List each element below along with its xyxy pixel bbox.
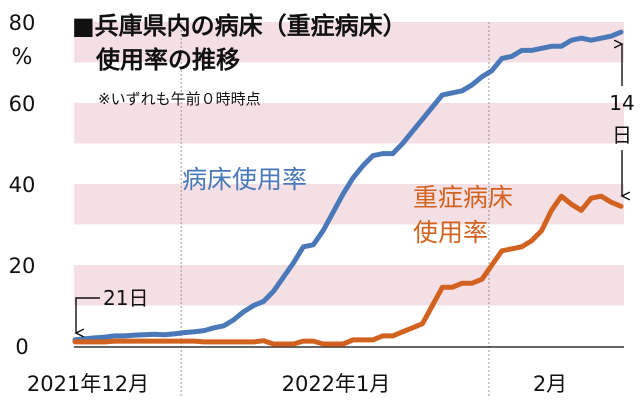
x-month-label: 2021年12月 bbox=[27, 372, 149, 396]
background-bands bbox=[74, 22, 624, 306]
chart-title-line2: 使用率の推移 bbox=[95, 46, 240, 74]
y-axis: 0 20 40 60 80 bbox=[9, 11, 36, 359]
x-month-label: 2022年1月 bbox=[282, 372, 391, 396]
annotations: 21日 14 日 bbox=[74, 39, 635, 338]
bed-usage-label: 病床使用率 bbox=[182, 165, 307, 194]
x-axis: 2021年12月 2022年1月 2月 bbox=[27, 372, 567, 396]
y-tick-label: 20 bbox=[9, 254, 36, 278]
annotation-start-date: 21日 bbox=[103, 286, 148, 310]
y-tick-label: 40 bbox=[9, 173, 36, 197]
chart-title: ■兵庫県内の病床（重症病床） bbox=[72, 12, 407, 40]
y-tick-label: 80 bbox=[9, 11, 36, 35]
y-tick-label: 0 bbox=[15, 335, 28, 359]
annotation-end-date: 14 bbox=[609, 91, 634, 115]
background-band bbox=[74, 184, 624, 225]
background-band bbox=[74, 22, 624, 63]
background-band bbox=[74, 265, 624, 306]
annotation-end-date-suffix: 日 bbox=[612, 123, 632, 147]
x-month-label: 2月 bbox=[533, 372, 567, 396]
annotation-start-arrow bbox=[74, 297, 100, 338]
background-band bbox=[74, 103, 624, 144]
severe-bed-usage-label: 重症病床 bbox=[413, 183, 513, 212]
y-unit-label: % bbox=[12, 45, 33, 70]
y-tick-label: 60 bbox=[9, 92, 36, 116]
bed-usage-line bbox=[72, 29, 624, 343]
chart-note: ※いずれも午前０時時点 bbox=[98, 90, 261, 108]
series-lines bbox=[72, 29, 624, 347]
severe-bed-usage-label: 使用率 bbox=[413, 218, 488, 247]
severe-bed-usage-line bbox=[72, 193, 624, 347]
